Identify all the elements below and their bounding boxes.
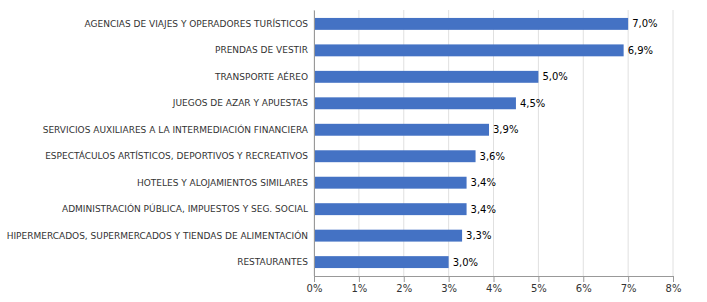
y-axis: RESTAURANTES HIPERMERCADOS, SUPERMERCADOS… xyxy=(7,11,315,277)
grid xyxy=(314,10,673,276)
x-tick-label: 0% xyxy=(307,283,323,294)
bar xyxy=(314,203,467,215)
x-tick: 8% xyxy=(666,276,682,294)
x-tick-label: 1% xyxy=(351,283,367,294)
y-tick: TRANSPORTE AÉREO xyxy=(214,71,314,82)
y-tick: PRENDAS DE VESTIR xyxy=(215,45,314,55)
y-axis-line xyxy=(314,11,315,277)
data-label: 7,0% xyxy=(632,18,657,29)
x-tick-mark xyxy=(628,276,629,282)
bar xyxy=(314,150,476,162)
y-tick-label: ESPECTÁCULOS ARTÍSTICOS, DEPORTIVOS Y RE… xyxy=(45,150,308,161)
x-tick-label: 4% xyxy=(486,283,502,294)
y-tick-label: RESTAURANTES xyxy=(237,257,308,267)
data-label: 3,0% xyxy=(453,257,478,268)
x-tick-label: 3% xyxy=(441,283,457,294)
x-tick: 1% xyxy=(351,276,367,294)
data-label: 3,4% xyxy=(471,204,496,215)
x-tick-mark xyxy=(538,276,539,282)
x-tick-mark xyxy=(494,276,495,282)
data-label: 3,3% xyxy=(466,230,491,241)
grid-line xyxy=(673,10,674,276)
data-label: 3,6% xyxy=(480,151,505,162)
y-tick: HIPERMERCADOS, SUPERMERCADOS Y TIENDAS D… xyxy=(7,230,314,241)
x-tick-mark xyxy=(673,276,674,282)
bar xyxy=(314,230,462,242)
data-label: 6,9% xyxy=(628,45,653,56)
x-tick: 5% xyxy=(531,276,547,294)
y-tick: HOTELES Y ALOJAMIENTOS SIMILARES xyxy=(137,178,314,188)
y-tick: RESTAURANTES xyxy=(237,257,314,267)
y-tick-label: JUEGOS DE AZAR Y APUESTAS xyxy=(172,98,309,108)
y-tick-label: ADMINISTRACIÓN PÚBLICA, IMPUESTOS Y SEG.… xyxy=(62,203,308,214)
y-tick: SERVICIOS AUXILIARES A LA INTERMEDIACIÓN… xyxy=(43,124,314,135)
x-tick: 2% xyxy=(396,276,412,294)
y-tick: AGENCIAS DE VIAJES Y OPERADORES TURÍSTIC… xyxy=(85,18,315,29)
x-axis: 0% 1% 2% 3% 4% 5% 6% 7% 8% xyxy=(307,276,682,294)
x-tick-mark xyxy=(359,276,360,282)
y-tick: ESPECTÁCULOS ARTÍSTICOS, DEPORTIVOS Y RE… xyxy=(45,150,314,161)
x-tick: 6% xyxy=(576,276,592,294)
y-tick-label: AGENCIAS DE VIAJES Y OPERADORES TURÍSTIC… xyxy=(85,18,309,29)
data-label: 3,4% xyxy=(471,177,496,188)
x-tick-mark xyxy=(449,276,450,282)
bar xyxy=(314,177,467,189)
data-labels: 3,0% 3,3% 3,4% 3,4% 3,6% 3,9% 4,5% 5,0% 6,9% 7,0% xyxy=(453,18,658,267)
x-tick-mark xyxy=(314,276,315,282)
grid-line xyxy=(314,10,315,276)
x-tick-label: 7% xyxy=(621,283,637,294)
x-tick-mark xyxy=(583,276,584,282)
y-tick-label: PRENDAS DE VESTIR xyxy=(215,45,308,55)
y-tick: ADMINISTRACIÓN PÚBLICA, IMPUESTOS Y SEG.… xyxy=(62,203,314,214)
bar xyxy=(314,71,538,83)
data-label: 5,0% xyxy=(542,71,567,82)
bar xyxy=(314,256,449,268)
data-label: 4,5% xyxy=(520,98,545,109)
y-tick-label: TRANSPORTE AÉREO xyxy=(214,71,308,82)
x-tick: 0% xyxy=(307,276,323,294)
bar xyxy=(314,97,516,109)
y-tick-label: HOTELES Y ALOJAMIENTOS SIMILARES xyxy=(137,178,308,188)
plot: 0% 1% 2% 3% 4% 5% 6% 7% 8% RESTAURANTES HIPERMERCA… xyxy=(7,10,682,294)
x-axis-line xyxy=(315,277,674,283)
x-tick: 4% xyxy=(486,276,502,294)
x-tick: 7% xyxy=(621,276,637,294)
y-tick-label: SERVICIOS AUXILIARES A LA INTERMEDIACIÓN… xyxy=(43,124,309,135)
bar xyxy=(314,18,628,30)
x-tick-label: 6% xyxy=(576,283,592,294)
x-tick-label: 8% xyxy=(666,283,682,294)
data-label: 3,9% xyxy=(493,124,518,135)
y-tick-label: HIPERMERCADOS, SUPERMERCADOS Y TIENDAS D… xyxy=(7,230,308,241)
chart: 0% 1% 2% 3% 4% 5% 6% 7% 8% RESTAURANTES HIPERMERCA… xyxy=(0,0,707,302)
x-tick-label: 2% xyxy=(396,283,412,294)
bar xyxy=(314,124,489,136)
y-tick: JUEGOS DE AZAR Y APUESTAS xyxy=(172,98,314,108)
x-tick-label: 5% xyxy=(531,283,547,294)
x-tick: 3% xyxy=(441,276,457,294)
x-tick-mark xyxy=(404,276,405,282)
bar xyxy=(314,44,624,56)
bars xyxy=(314,18,628,268)
